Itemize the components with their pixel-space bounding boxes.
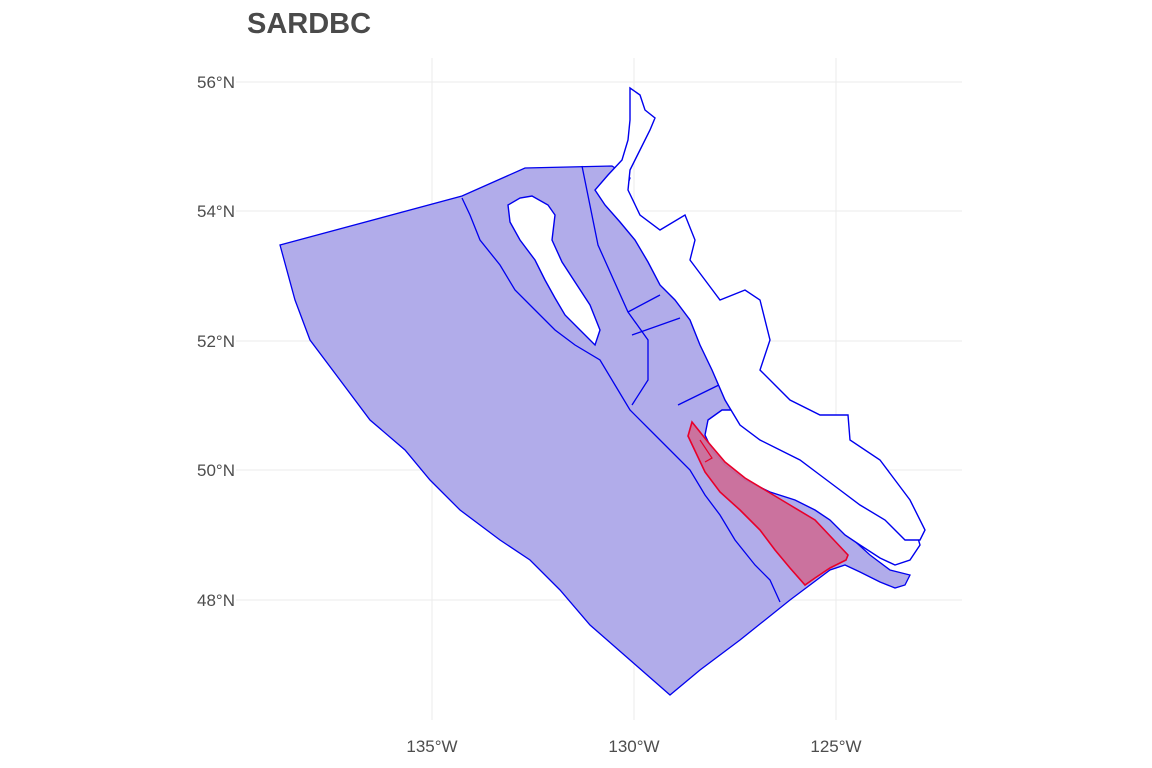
boundary-north-coastline	[461, 197, 781, 603]
highlight-inner-edge	[699, 439, 713, 463]
x-tick-125w: 125°W	[810, 737, 861, 756]
region-boundaries	[461, 165, 781, 603]
mainland-coast	[594, 86, 926, 541]
y-tick-56n: 56°N	[197, 73, 235, 92]
y-tick-54n: 54°N	[197, 202, 235, 221]
highlighted-area	[687, 420, 849, 587]
y-tick-48n: 48°N	[197, 591, 235, 610]
boundary-d	[677, 381, 726, 406]
x-axis-labels: 135°W 130°W 125°W	[406, 737, 861, 756]
x-tick-130w: 130°W	[608, 737, 659, 756]
y-tick-52n: 52°N	[197, 332, 235, 351]
boundary-a	[581, 165, 649, 406]
boundary-b	[627, 294, 661, 313]
haida-gwaii-island	[507, 195, 601, 347]
map-title: SARDBC	[247, 8, 372, 40]
y-axis-labels: 56°N 54°N 52°N 50°N 48°N	[197, 73, 235, 610]
y-tick-50n: 50°N	[197, 461, 235, 480]
x-tick-135w: 135°W	[406, 737, 457, 756]
boundary-c	[631, 317, 681, 336]
